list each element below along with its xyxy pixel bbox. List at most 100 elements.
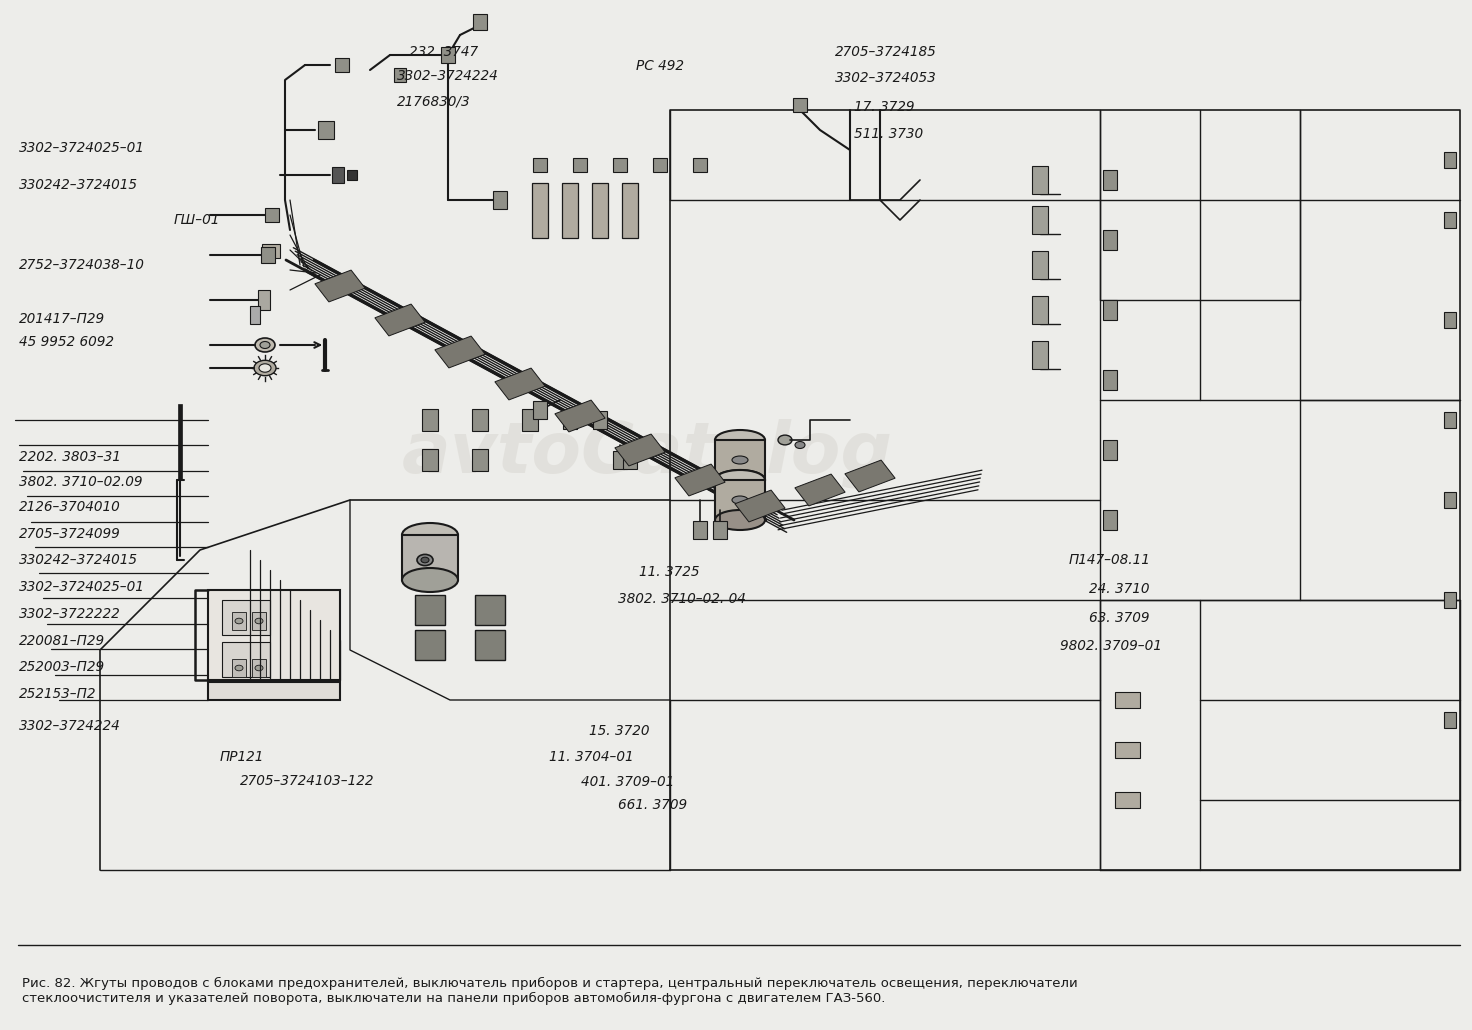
Bar: [250, 306, 261, 324]
Text: 232. 3747: 232. 3747: [409, 44, 478, 59]
Bar: [1032, 166, 1048, 194]
Circle shape: [255, 360, 277, 376]
Ellipse shape: [715, 430, 765, 450]
Text: 252153–П2: 252153–П2: [19, 687, 97, 701]
Text: 3302–3724025–01: 3302–3724025–01: [19, 141, 146, 156]
Bar: [1444, 412, 1456, 428]
Text: РС 492: РС 492: [636, 59, 684, 73]
Ellipse shape: [402, 568, 458, 592]
Bar: [1444, 152, 1456, 168]
Bar: [336, 58, 349, 72]
Text: П147–08.11: П147–08.11: [1069, 553, 1151, 568]
Bar: [562, 182, 578, 238]
Text: 3302–3724224: 3302–3724224: [19, 719, 121, 733]
Bar: [674, 465, 726, 495]
Bar: [233, 659, 246, 677]
Text: 63. 3709: 63. 3709: [1089, 611, 1150, 625]
Ellipse shape: [732, 496, 748, 504]
Bar: [493, 191, 506, 209]
Text: 2176830/3: 2176830/3: [397, 95, 471, 109]
Text: 330242–3724015: 330242–3724015: [19, 553, 138, 568]
Bar: [1103, 440, 1117, 460]
Bar: [318, 121, 334, 139]
Text: 11. 3704–01: 11. 3704–01: [549, 750, 633, 764]
Text: 2752–3724038–10: 2752–3724038–10: [19, 258, 146, 272]
Circle shape: [779, 435, 792, 445]
Text: 3302–3722222: 3302–3722222: [19, 607, 121, 621]
Circle shape: [261, 342, 269, 348]
Bar: [623, 451, 637, 469]
Text: 2126–3704010: 2126–3704010: [19, 500, 121, 514]
Bar: [233, 612, 246, 630]
Text: 252003–П29: 252003–П29: [19, 660, 106, 675]
Bar: [1114, 742, 1139, 758]
Circle shape: [255, 618, 263, 624]
Text: 2705–3724099: 2705–3724099: [19, 526, 121, 541]
Bar: [1103, 230, 1117, 250]
Bar: [415, 595, 445, 625]
Ellipse shape: [715, 510, 765, 530]
Bar: [623, 182, 637, 238]
Bar: [265, 208, 280, 222]
Text: 3302–3724053: 3302–3724053: [835, 71, 936, 85]
Bar: [845, 460, 895, 492]
Circle shape: [236, 665, 243, 671]
Text: 330242–3724015: 330242–3724015: [19, 178, 138, 193]
Text: 24. 3710: 24. 3710: [1089, 582, 1150, 596]
Bar: [1444, 212, 1456, 228]
Text: avtoCatalog: avtoCatalog: [402, 418, 894, 488]
Text: 2202. 3803–31: 2202. 3803–31: [19, 450, 121, 465]
Bar: [593, 411, 606, 430]
Text: 3302–3724224: 3302–3724224: [397, 69, 499, 83]
Ellipse shape: [732, 456, 748, 464]
Bar: [715, 440, 765, 480]
Bar: [1032, 251, 1048, 279]
Bar: [375, 304, 425, 336]
Bar: [262, 244, 280, 258]
Bar: [394, 68, 406, 82]
Bar: [562, 411, 577, 430]
Bar: [573, 158, 587, 172]
Bar: [735, 490, 785, 522]
Bar: [475, 630, 505, 660]
Bar: [793, 98, 807, 112]
Circle shape: [795, 442, 805, 448]
Text: 2705–3724103–122: 2705–3724103–122: [240, 774, 374, 788]
Bar: [261, 247, 275, 263]
Text: ПР121: ПР121: [219, 750, 263, 764]
Bar: [555, 400, 605, 432]
Text: 661. 3709: 661. 3709: [618, 798, 687, 813]
Text: 401. 3709–01: 401. 3709–01: [581, 775, 674, 789]
Bar: [715, 480, 765, 520]
Bar: [402, 535, 458, 580]
Bar: [434, 336, 486, 368]
Bar: [1444, 492, 1456, 508]
Bar: [495, 368, 545, 400]
Bar: [422, 449, 439, 471]
Circle shape: [255, 338, 275, 352]
Bar: [415, 630, 445, 660]
Bar: [1032, 206, 1048, 234]
Text: 3302–3724025–01: 3302–3724025–01: [19, 580, 146, 594]
Text: Рис. 82. Жгуты проводов с блоками предохранителей, выключатель приборов и старте: Рис. 82. Жгуты проводов с блоками предох…: [22, 976, 1078, 1004]
Bar: [475, 595, 505, 625]
Bar: [208, 590, 340, 680]
Ellipse shape: [402, 523, 458, 547]
Bar: [795, 474, 845, 506]
Text: ГШ–01: ГШ–01: [174, 213, 221, 228]
Bar: [252, 612, 266, 630]
Bar: [333, 167, 344, 183]
Bar: [615, 434, 665, 466]
Bar: [612, 451, 627, 469]
Bar: [347, 170, 358, 180]
Bar: [208, 682, 340, 700]
Circle shape: [236, 618, 243, 624]
Bar: [1103, 170, 1117, 190]
Bar: [1114, 792, 1139, 808]
Circle shape: [259, 364, 271, 372]
Bar: [612, 158, 627, 172]
Bar: [523, 409, 537, 431]
Bar: [654, 158, 667, 172]
Text: 201417–П29: 201417–П29: [19, 312, 106, 327]
Text: 11. 3725: 11. 3725: [639, 564, 699, 579]
